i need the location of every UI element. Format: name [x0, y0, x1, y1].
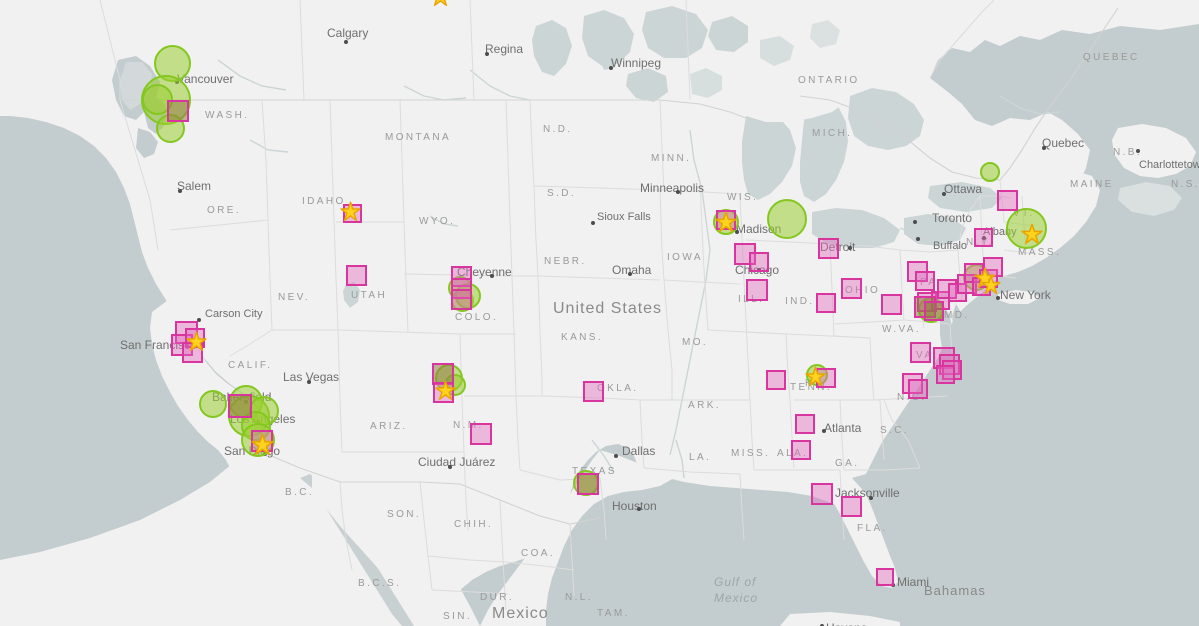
square-marker[interactable] — [901, 372, 923, 394]
city-dot — [178, 189, 182, 193]
square-marker[interactable] — [909, 341, 931, 363]
square-marker[interactable] — [876, 568, 894, 586]
star-marker[interactable] — [339, 201, 361, 222]
city-dot — [637, 507, 641, 511]
city-dot — [822, 429, 826, 433]
square-marker[interactable] — [450, 265, 472, 287]
city-dot — [1136, 149, 1140, 153]
square-marker[interactable] — [167, 100, 189, 122]
city-dot — [942, 192, 946, 196]
city-dot — [307, 380, 311, 384]
star-marker[interactable] — [804, 366, 826, 387]
square-marker[interactable] — [973, 227, 993, 247]
cluster-halo-marker[interactable] — [199, 390, 227, 418]
star-marker[interactable] — [981, 275, 1001, 295]
star-marker[interactable] — [430, 0, 451, 7]
square-marker[interactable] — [582, 380, 604, 402]
cluster-halo-marker[interactable] — [980, 162, 1000, 182]
city-dot — [869, 496, 873, 500]
square-marker[interactable] — [470, 423, 492, 445]
city-dot — [735, 230, 739, 234]
square-marker[interactable] — [811, 483, 833, 505]
city-dot — [820, 624, 824, 626]
square-marker[interactable] — [880, 293, 902, 315]
city-dot — [996, 296, 1000, 300]
square-marker[interactable] — [345, 264, 367, 286]
star-marker[interactable] — [185, 331, 207, 352]
square-marker[interactable] — [766, 370, 786, 390]
square-marker[interactable] — [996, 189, 1018, 211]
square-marker[interactable] — [450, 288, 472, 310]
city-dot — [848, 246, 852, 250]
city-dot — [344, 40, 348, 44]
cluster-halo-marker[interactable] — [141, 83, 173, 115]
city-dot — [448, 465, 452, 469]
square-marker[interactable] — [746, 279, 768, 301]
square-marker[interactable] — [816, 293, 836, 313]
star-marker[interactable] — [715, 211, 737, 233]
square-marker[interactable] — [924, 301, 944, 321]
city-dot — [485, 52, 489, 56]
square-marker[interactable] — [795, 414, 815, 434]
square-marker[interactable] — [915, 271, 935, 291]
city-dot — [591, 221, 595, 225]
square-marker[interactable] — [840, 277, 862, 299]
square-marker[interactable] — [577, 473, 599, 495]
city-dot — [628, 272, 632, 276]
star-marker[interactable] — [1021, 223, 1043, 245]
square-marker[interactable] — [908, 379, 928, 399]
square-marker[interactable] — [935, 364, 955, 384]
city-dot — [913, 220, 917, 224]
square-marker[interactable] — [791, 440, 811, 460]
city-dot — [982, 236, 986, 240]
city-dot — [197, 318, 201, 322]
city-dot — [916, 237, 920, 241]
square-marker[interactable] — [817, 237, 839, 259]
square-marker[interactable] — [228, 394, 252, 418]
square-marker[interactable] — [749, 252, 769, 272]
city-dot — [609, 66, 613, 70]
city-dot — [490, 274, 494, 278]
square-marker[interactable] — [450, 277, 472, 299]
star-marker[interactable] — [250, 433, 274, 456]
square-marker[interactable] — [432, 363, 454, 385]
star-marker[interactable] — [434, 380, 456, 401]
square-marker[interactable] — [840, 495, 862, 517]
city-dot — [1042, 146, 1046, 150]
city-dot — [676, 190, 680, 194]
cluster-halo-marker[interactable] — [767, 199, 807, 239]
city-dot — [614, 454, 618, 458]
